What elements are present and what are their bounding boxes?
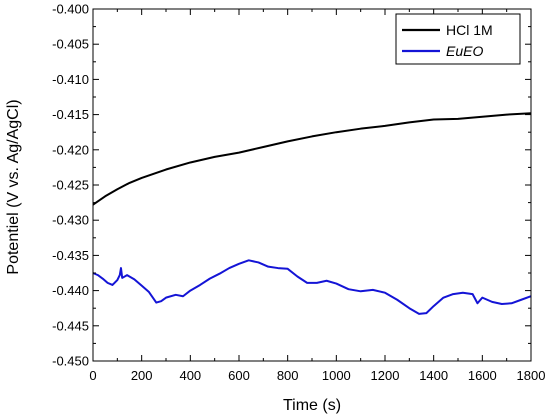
x-tick-label: 600 [228, 368, 250, 383]
legend-label-hcl: HCl 1M [446, 22, 493, 38]
y-tick-label: -0.425 [52, 178, 89, 193]
y-tick-label: -0.440 [52, 283, 89, 298]
y-tick-label: -0.420 [52, 142, 89, 157]
x-tick-label: 400 [179, 368, 201, 383]
legend: HCl 1M EuEO [395, 13, 521, 65]
y-tick-label: -0.445 [52, 318, 89, 333]
x-tick-label: 0 [89, 368, 96, 383]
x-tick-label: 1000 [322, 368, 351, 383]
x-tick-label: 1200 [371, 368, 400, 383]
plot-layer [92, 112, 532, 315]
series-line-0 [92, 112, 532, 206]
x-tick-label: 800 [277, 368, 299, 383]
x-tick-label: 1800 [517, 368, 546, 383]
y-tick-label: -0.405 [52, 37, 89, 52]
y-tick-label: -0.410 [52, 72, 89, 87]
x-tick-label: 1400 [419, 368, 448, 383]
series-line-1 [92, 259, 532, 315]
x-tick-label: 200 [131, 368, 153, 383]
x-tick-label: 1600 [468, 368, 497, 383]
y-tick-label: -0.435 [52, 248, 89, 263]
legend-label-eueo: EuEO [446, 43, 483, 59]
y-axis-title: Potentiel (V vs. Ag/AgCl) [5, 99, 22, 274]
axes-layer: 0 200 400 600 800 1000 1200 1400 1600 1800 -0.400 -… [52, 2, 545, 384]
x-axis-title: Time (s) [283, 397, 341, 414]
y-tick-label: -0.415 [52, 107, 89, 122]
y-tick-label: -0.430 [52, 213, 89, 228]
legend-box [395, 13, 521, 65]
y-tick-label: -0.450 [52, 354, 89, 369]
y-tick-label: -0.400 [52, 2, 89, 17]
